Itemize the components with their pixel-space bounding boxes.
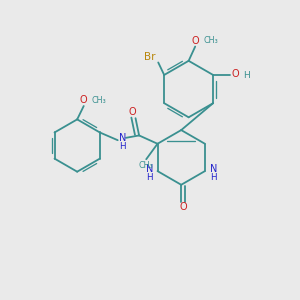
Text: N: N <box>119 133 126 143</box>
Text: H: H <box>243 71 250 80</box>
Text: N: N <box>146 164 153 174</box>
Text: O: O <box>191 36 199 46</box>
Text: H: H <box>146 173 152 182</box>
Text: CH₃: CH₃ <box>203 36 218 45</box>
Text: N: N <box>209 164 217 174</box>
Text: O: O <box>232 69 239 79</box>
Text: CH₃: CH₃ <box>139 161 154 170</box>
Text: H: H <box>119 142 126 151</box>
Text: CH₃: CH₃ <box>92 96 106 105</box>
Text: O: O <box>80 95 88 105</box>
Text: H: H <box>210 173 217 182</box>
Text: O: O <box>179 202 187 212</box>
Text: O: O <box>129 107 136 117</box>
Text: Br: Br <box>144 52 156 62</box>
